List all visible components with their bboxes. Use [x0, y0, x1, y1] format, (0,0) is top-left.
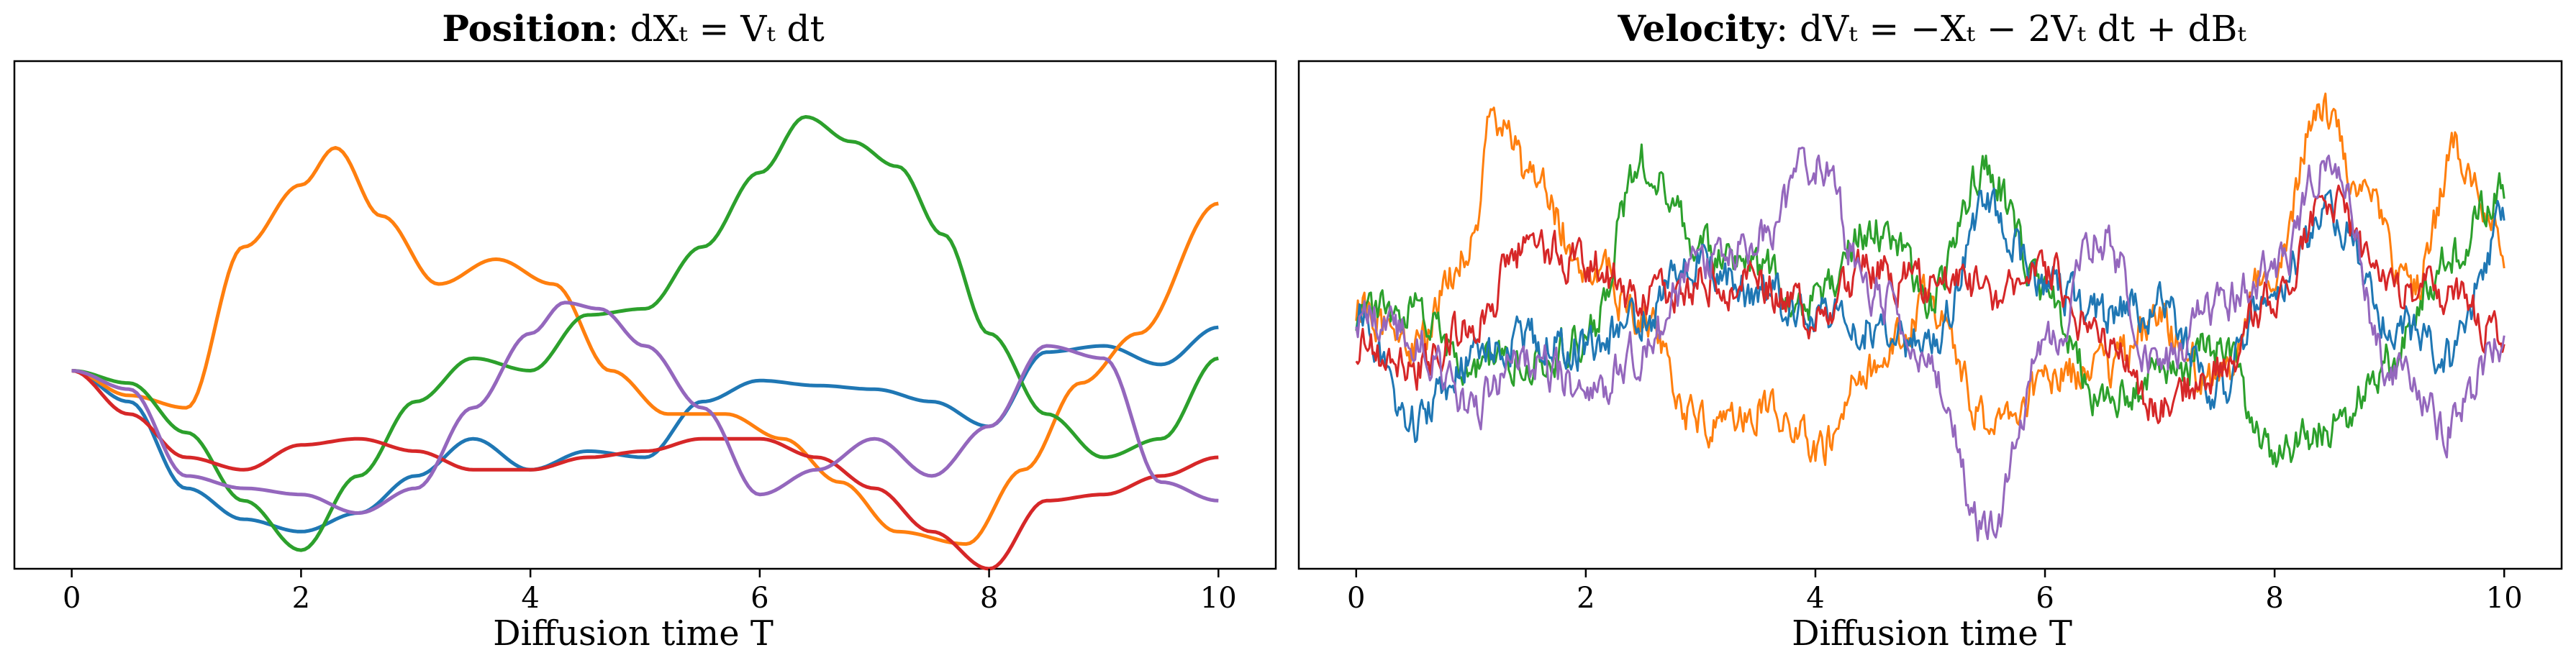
chart-title-formula: : dVₜ = −Xₜ − 2Vₜ dt + dBₜ: [1776, 8, 2246, 50]
chart-title: Velocity: dVₜ = −Xₜ − 2Vₜ dt + dBₜ: [1617, 7, 2246, 50]
series-line-red: [1355, 184, 2505, 424]
x-ticks: 0 2 4 6 8 10: [1347, 569, 2523, 615]
series-line-red: [71, 369, 1219, 571]
x-tick-label: 0: [1347, 582, 1365, 615]
x-axis-label: Diffusion time T: [1792, 613, 2072, 654]
x-tick-label: 10: [1200, 582, 1237, 615]
x-tick-label: 2: [292, 582, 310, 615]
x-tick-label: 4: [1806, 582, 1824, 615]
x-tick-label: 8: [980, 582, 998, 615]
x-tick-label: 0: [63, 582, 81, 615]
series-line-green: [1355, 143, 2505, 468]
x-tick-label: 4: [521, 582, 539, 615]
plot-frame: [13, 60, 1277, 570]
chart-title: Position: dXₜ = Vₜ dt: [442, 7, 824, 50]
x-tick-label: 10: [2486, 582, 2523, 615]
velocity-chart: Velocity: dVₜ = −Xₜ − 2Vₜ dt + dBₜ 0 2 4 6 8…: [1297, 7, 2563, 654]
series-line-purple: [1355, 146, 2505, 542]
x-tick-label: 2: [1577, 582, 1595, 615]
series-line-purple: [71, 301, 1219, 515]
series-line-green: [71, 115, 1219, 552]
x-tick-label: 6: [750, 582, 768, 615]
chart-title-bold: Velocity: [1617, 7, 1777, 50]
plot-frame: [1297, 60, 2563, 570]
x-tick-label: 6: [2036, 582, 2054, 615]
x-tick-label: 8: [2265, 582, 2283, 615]
series-line-blue: [71, 325, 1219, 534]
chart-title-formula: : dXₜ = Vₜ dt: [607, 8, 825, 50]
series-lines: [1355, 92, 2505, 542]
series-line-orange: [71, 146, 1219, 546]
position-chart: Position: dXₜ = Vₜ dt 0 2 4 6 8 10 Diffusion …: [13, 7, 1277, 654]
x-axis-label: Diffusion time T: [493, 613, 774, 654]
series-line-blue: [1355, 188, 2505, 444]
series-lines: [71, 115, 1219, 571]
x-ticks: 0 2 4 6 8 10: [63, 569, 1237, 615]
chart-title-bold: Position: [442, 7, 607, 50]
